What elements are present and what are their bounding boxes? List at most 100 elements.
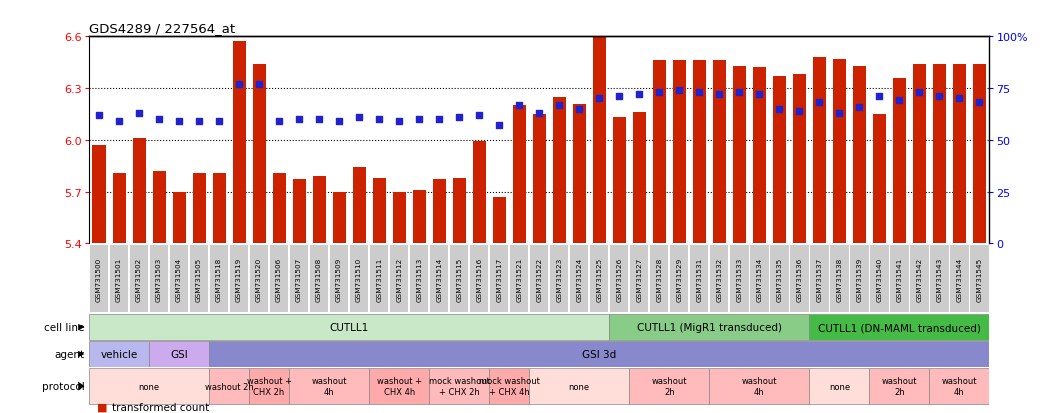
Bar [150,245,169,313]
Point [210,119,227,125]
Bar [333,192,346,244]
Bar [612,118,626,244]
Point [191,119,207,125]
Bar [493,197,506,244]
Text: GSM731524: GSM731524 [576,257,582,301]
Text: GSM731504: GSM731504 [176,257,182,301]
Bar [350,245,369,313]
Point [250,81,267,88]
Text: GSM731543: GSM731543 [936,257,942,301]
Bar [430,245,448,313]
Bar [652,61,666,244]
Bar [472,142,486,244]
Text: mock washout
+ CHX 4h: mock washout + CHX 4h [478,377,539,396]
Point [511,102,528,109]
Text: GSM731510: GSM731510 [356,257,362,301]
Text: GSM731539: GSM731539 [856,257,863,301]
Bar [289,368,370,404]
Bar [89,314,609,340]
Bar [670,245,689,313]
Text: GSM731512: GSM731512 [396,257,402,301]
Bar [973,65,986,244]
Text: GSM731545: GSM731545 [977,257,982,301]
Text: GSM731523: GSM731523 [556,257,562,301]
Bar [250,245,268,313]
Bar [490,245,509,313]
Text: GSM731526: GSM731526 [617,257,622,301]
Bar [290,245,308,313]
Bar [930,245,949,313]
Bar [793,75,806,244]
Polygon shape [79,382,85,391]
Point [151,116,168,123]
Bar [272,173,286,244]
Point [131,110,148,117]
Bar [573,104,585,244]
Point [691,90,708,96]
Bar [193,173,205,244]
Text: GSM731517: GSM731517 [496,257,503,301]
Point [371,116,387,123]
Bar [790,245,808,313]
Point [430,116,447,123]
Bar [630,245,648,313]
Bar [153,171,165,244]
Text: washout +
CHX 2h: washout + CHX 2h [247,377,291,396]
Text: GSM731515: GSM731515 [456,257,462,301]
Text: GSM731527: GSM731527 [637,257,642,301]
Bar [713,61,726,244]
Bar [452,178,466,244]
Bar [249,368,289,404]
Text: GSM731507: GSM731507 [296,257,303,301]
Point [230,81,247,88]
Text: ■: ■ [97,402,108,412]
Bar [913,65,926,244]
Text: washout
4h: washout 4h [741,377,777,396]
Bar [593,37,606,244]
Text: cell line: cell line [44,322,85,332]
Bar [330,245,349,313]
Text: GSI: GSI [171,349,187,359]
Text: GSM731529: GSM731529 [676,257,683,301]
Bar [313,176,326,244]
Bar [209,245,228,313]
Text: GSM731542: GSM731542 [916,257,922,301]
Point [671,88,688,94]
Bar [812,58,826,244]
Text: CUTLL1 (DN-MAML transduced): CUTLL1 (DN-MAML transduced) [818,322,981,332]
Bar [910,245,929,313]
Polygon shape [79,324,85,330]
Text: agent: agent [54,349,85,359]
Point [931,94,948,100]
Text: GSM731532: GSM731532 [716,257,722,301]
Bar [773,77,786,244]
Point [571,106,587,113]
Bar [112,173,126,244]
Text: GSM731525: GSM731525 [596,257,602,301]
Bar [933,65,945,244]
Bar [373,178,385,244]
Bar [951,245,968,313]
Text: protocol: protocol [42,381,85,391]
Text: washout 2h: washout 2h [204,382,253,391]
Bar [130,245,149,313]
Bar [110,245,128,313]
Text: none: none [569,382,589,391]
Bar [370,368,429,404]
Text: GSM731536: GSM731536 [797,257,802,301]
Point [451,114,468,121]
Bar [510,245,529,313]
Bar [533,114,545,244]
Text: GSM731521: GSM731521 [516,257,522,301]
Bar [809,314,989,340]
Bar [89,341,149,367]
Bar [393,192,405,244]
Bar [850,245,869,313]
Point [651,90,668,96]
Bar [629,368,709,404]
Bar [853,66,866,244]
Bar [832,59,846,244]
Bar [133,139,146,244]
Point [391,119,407,125]
Text: washout
2h: washout 2h [882,377,917,396]
